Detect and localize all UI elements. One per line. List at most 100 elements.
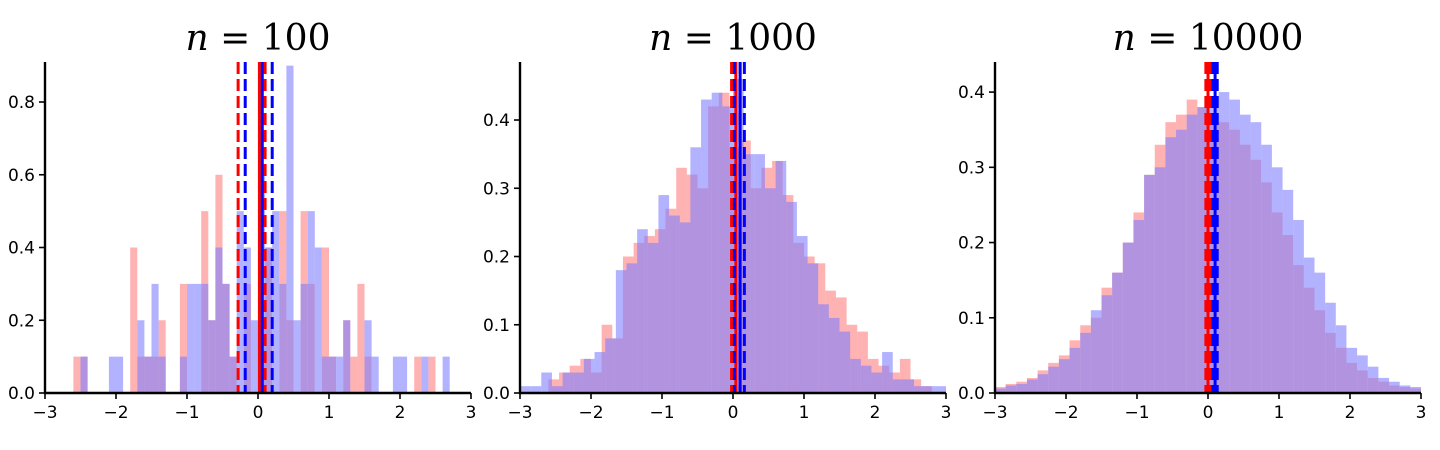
histogram-bar <box>1154 167 1166 393</box>
histogram-bar <box>108 356 116 393</box>
histogram-bar <box>1282 189 1294 393</box>
x-tick-label: −3 <box>982 403 1007 423</box>
histogram-bar <box>243 247 251 393</box>
histogram-bar <box>924 386 936 393</box>
histogram-bar <box>722 106 733 394</box>
histogram-bar <box>314 247 322 393</box>
histogram-bar <box>1357 355 1368 393</box>
histogram-bar <box>548 379 560 393</box>
series-2 <box>520 79 946 394</box>
y-tick-label: 0.2 <box>8 311 35 331</box>
histogram-bar <box>179 283 187 393</box>
histogram-bar <box>336 356 344 393</box>
histogram-bar <box>371 356 379 393</box>
histogram-bar <box>1186 114 1198 393</box>
histogram-bar <box>1122 242 1134 393</box>
histogram-bar <box>151 283 159 393</box>
y-tick-label: 0.8 <box>8 93 35 113</box>
histogram-bar <box>144 356 152 393</box>
histogram-bar <box>1090 310 1102 393</box>
histogram-bar <box>1144 174 1155 393</box>
histogram-bar <box>1239 114 1251 393</box>
histogram-bar <box>329 356 337 393</box>
histogram-bar <box>1399 385 1411 393</box>
title-value: 10000 <box>1189 18 1304 59</box>
histogram-bar <box>701 99 712 393</box>
chart-title: n = 1000 <box>649 18 817 59</box>
y-tick-label: 0.2 <box>483 248 510 268</box>
x-tick-label: 3 <box>1416 403 1427 423</box>
histogram-bar <box>343 320 351 393</box>
histogram-bar <box>421 356 429 393</box>
histogram-bar <box>1293 219 1304 393</box>
title-equals: = <box>209 18 262 59</box>
histogram-bar <box>839 331 851 393</box>
histogram-bar <box>541 372 552 393</box>
histogram-bar <box>73 356 81 393</box>
histogram-bar <box>1112 272 1123 393</box>
histogram-bar <box>583 358 595 393</box>
histogram-bar <box>786 201 797 393</box>
histogram-bar <box>215 247 223 393</box>
y-tick-label: 0.0 <box>483 384 510 404</box>
histogram-bar <box>179 356 187 393</box>
histogram-bar <box>1250 122 1262 394</box>
histogram-bar <box>647 242 659 393</box>
histogram-bar <box>818 304 829 393</box>
histogram-bar <box>364 320 372 393</box>
histogram-bar <box>1005 385 1017 393</box>
x-tick-label: 3 <box>941 403 952 423</box>
histogram-bar <box>995 388 1006 393</box>
histogram-bar <box>551 386 563 393</box>
histogram-bar <box>1026 379 1038 393</box>
histogram-bar <box>899 358 911 393</box>
histogram-bar <box>669 215 680 393</box>
histogram-bar <box>158 320 166 393</box>
histogram-bar <box>1389 381 1400 393</box>
histogram-bar <box>903 379 915 393</box>
histogram-bar <box>1037 374 1049 393</box>
histogram-bar <box>626 263 638 393</box>
x-tick-label: 3 <box>466 403 477 423</box>
histogram-bar <box>935 386 946 393</box>
x-tick-label: 0 <box>728 403 739 423</box>
y-tick-label: 0.0 <box>958 384 985 404</box>
histogram-bar <box>796 236 808 393</box>
histogram-bar <box>1261 144 1272 393</box>
histogram-bar <box>321 247 329 393</box>
x-tick-label: −1 <box>174 403 199 423</box>
histogram-bar <box>1101 295 1113 393</box>
y-tick-label: 0.3 <box>483 179 510 199</box>
histogram-bar <box>637 229 648 393</box>
histogram-bar <box>400 356 408 393</box>
histogram-bar <box>428 356 436 393</box>
histogram-bar <box>80 356 88 393</box>
histogram-bar <box>658 195 670 393</box>
y-tick-label: 0.3 <box>958 158 985 178</box>
histogram-bar <box>1208 99 1219 394</box>
y-tick-label: 0.4 <box>8 239 35 259</box>
y-tick-label: 0.4 <box>958 83 985 103</box>
x-tick-label: 2 <box>395 403 406 423</box>
histogram-bar <box>679 222 691 393</box>
histogram-bar <box>1271 167 1283 393</box>
series-2 <box>80 65 450 393</box>
histogram-bar <box>236 211 244 393</box>
histogram-bar <box>1335 325 1347 393</box>
histogram-bar <box>187 283 195 393</box>
histogram-bar <box>222 283 230 393</box>
title-value: 1000 <box>725 18 817 59</box>
x-tick-label: 0 <box>253 403 264 423</box>
histogram-panel-3: −3 −2 −1 0 1 2 3 0.0 0.1 0.2 0.3 0.4 n = 10000 <box>958 18 1426 423</box>
y-tick-label: 0.0 <box>8 384 35 404</box>
histogram-bar <box>1080 332 1091 393</box>
x-tick-label: −2 <box>103 403 128 423</box>
histogram-bar <box>871 372 883 393</box>
x-tick-label: 2 <box>1345 403 1356 423</box>
title-equals: = <box>672 18 725 59</box>
histogram-bar <box>293 320 301 393</box>
histogram-bar <box>743 154 755 393</box>
chart-title: n = 100 <box>186 18 331 59</box>
histogram-bar <box>392 356 400 393</box>
